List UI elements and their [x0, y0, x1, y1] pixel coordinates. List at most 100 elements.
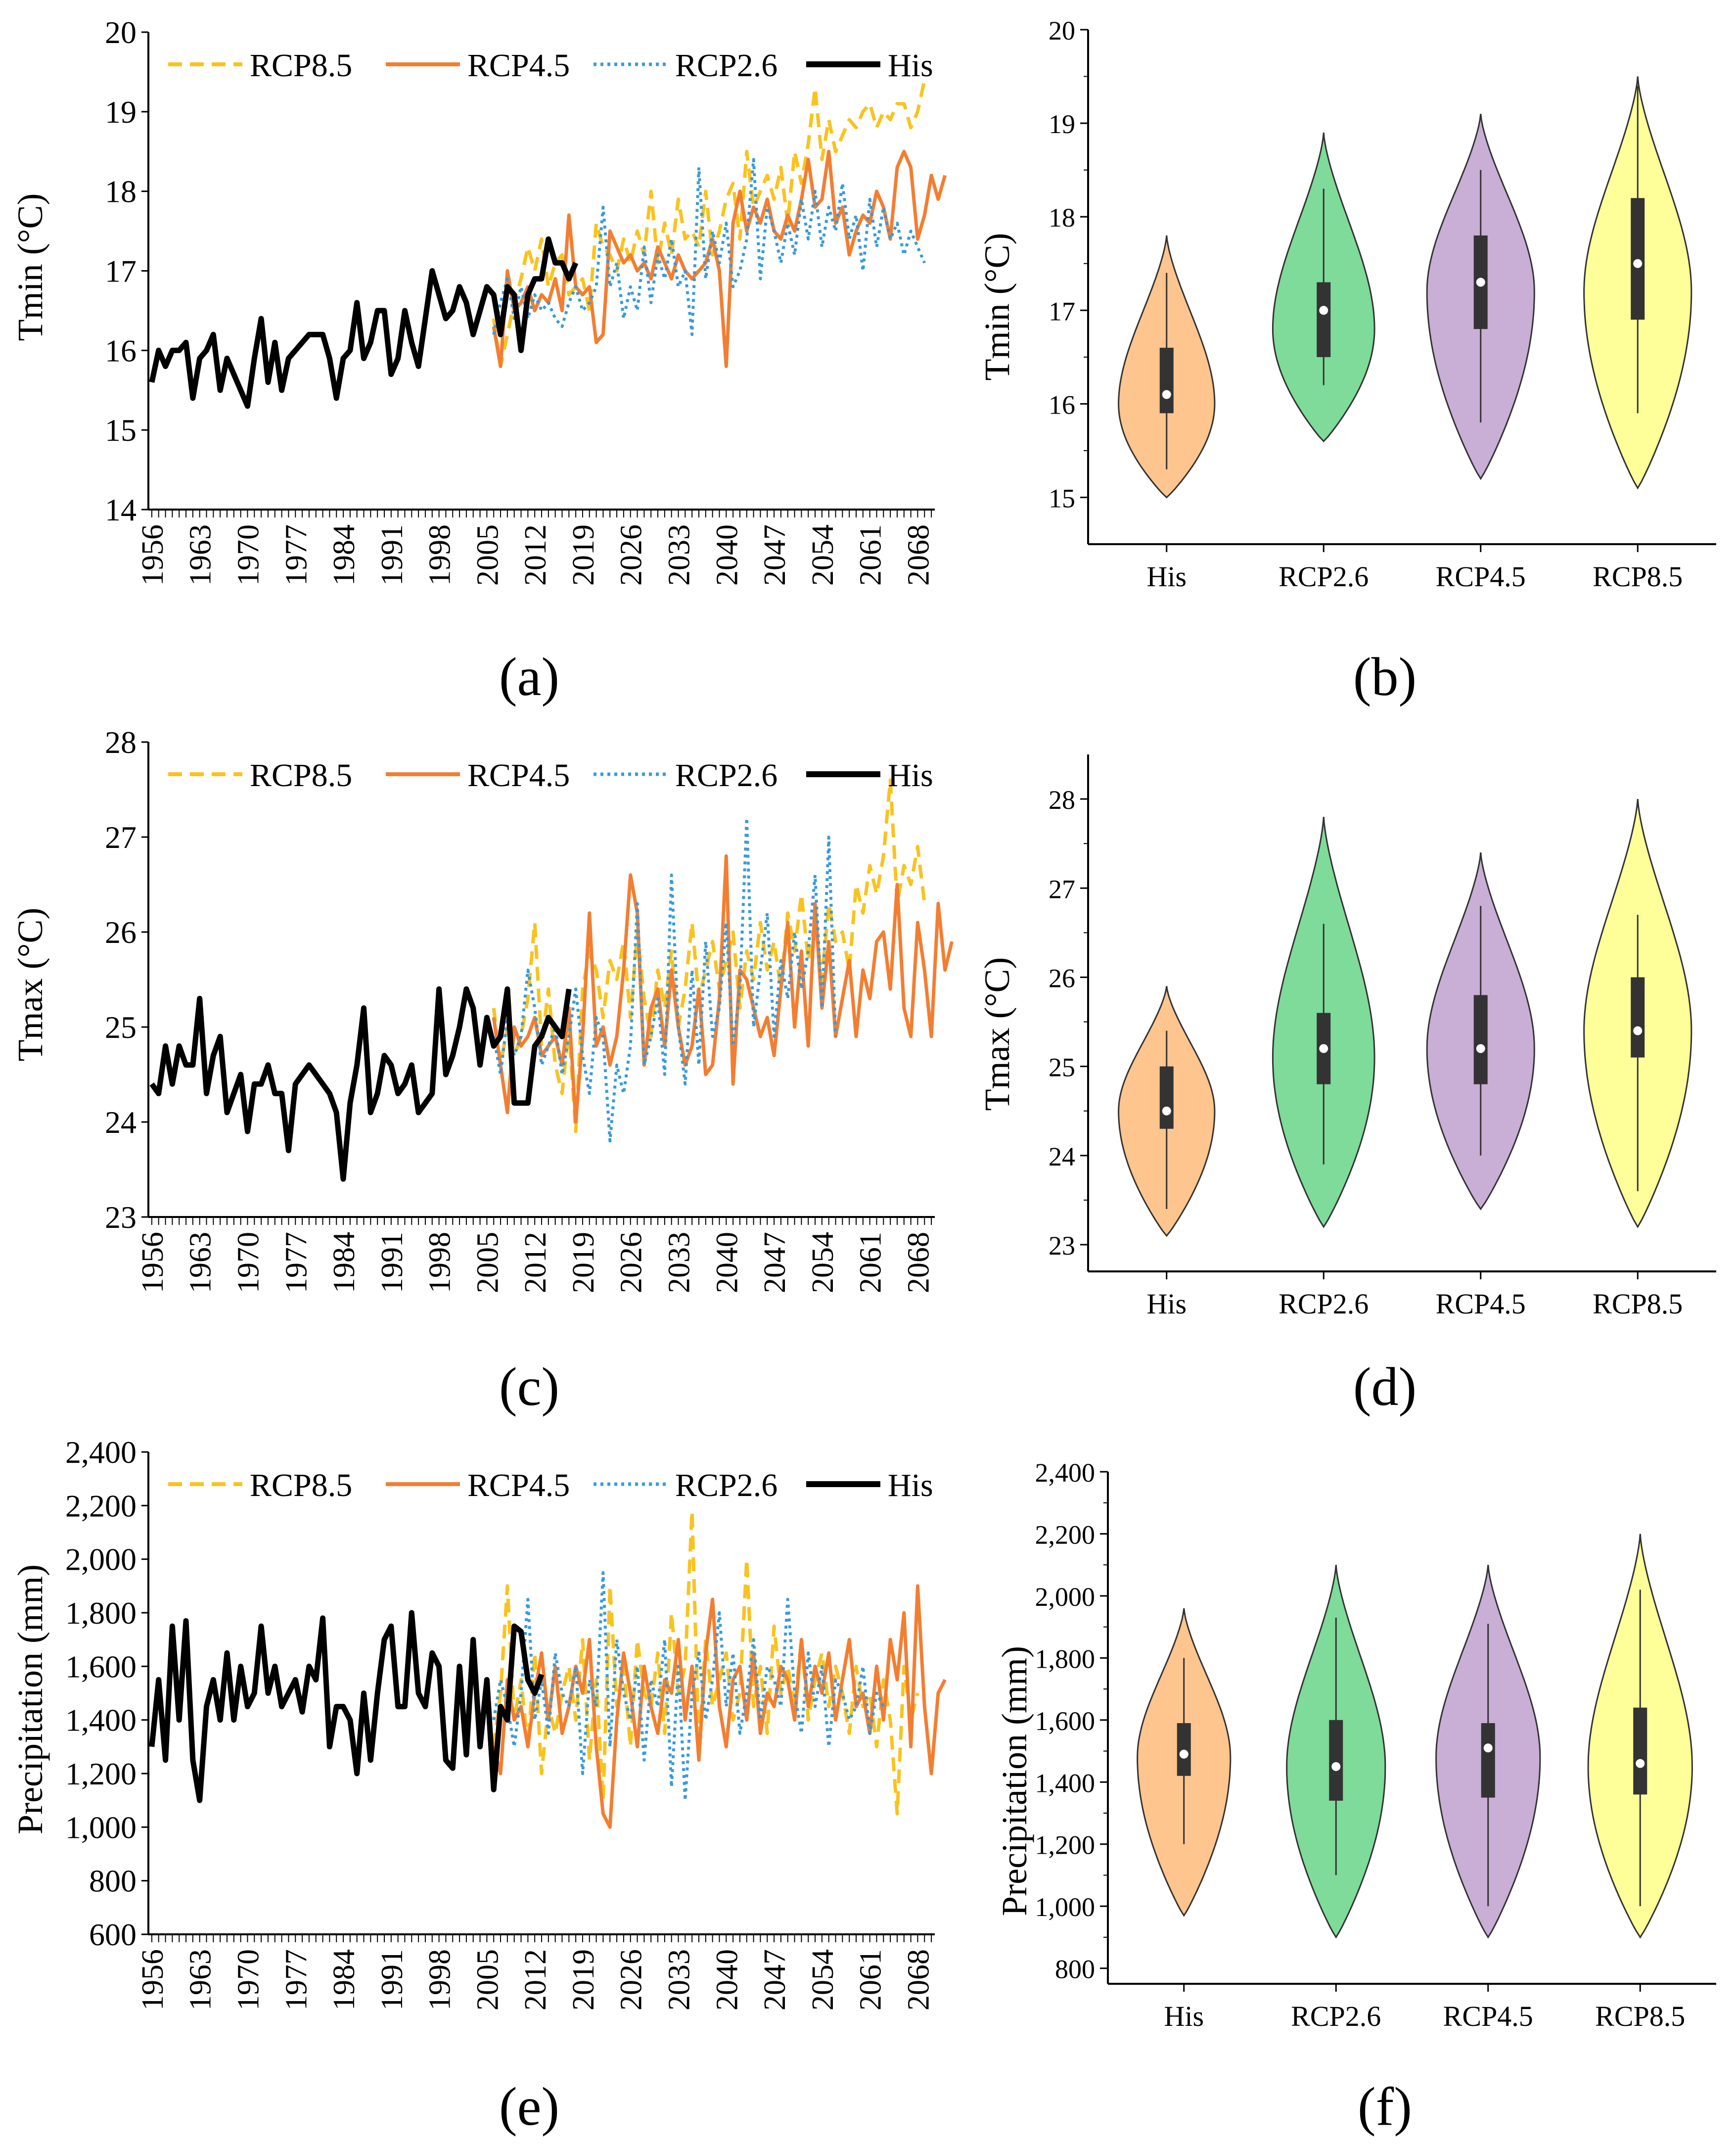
panel-f-precip-violins: 800 1,000 1,200 1,400 1,600 1,800 2,000 2,200 2,… [995, 1458, 1716, 2137]
legend-label: RCP2.6 [675, 757, 777, 794]
y-tick-label: 26 [105, 915, 137, 950]
series-line-rcp26 [492, 158, 926, 336]
x-tick-label: 2068 [902, 1949, 935, 2011]
x-tick-label: 1991 [375, 1949, 409, 2011]
x-tick-label: 2012 [519, 1232, 552, 1293]
x-tick-label: 2012 [519, 524, 552, 586]
legend-label: His [888, 47, 933, 84]
violin-median-dot [1319, 1044, 1328, 1053]
x-tick-label: His [1164, 2000, 1204, 2032]
panel-a-tmin-lines: 14 15 16 17 18 19 20 1956 1963 1970 1977 1984 1991 19… [10, 15, 947, 707]
series-line-rcp85 [492, 778, 926, 1133]
plot-area-d: 23 24 25 26 27 28 His RCP2.6 RCP4.5 RCP8.5 [1049, 754, 1716, 1320]
y-tick-label: 1,400 [65, 1703, 137, 1738]
x-tick-label: 1956 [136, 524, 170, 586]
x-tick-label: 2005 [471, 1232, 504, 1293]
y-tick-label: 15 [1049, 483, 1075, 513]
violin-median-dot [1162, 390, 1171, 399]
y-tick-label: 25 [105, 1010, 137, 1045]
violin-iqr-box [1633, 1707, 1647, 1795]
x-tick-label: 1984 [327, 524, 361, 586]
violin-median-dot [1633, 1026, 1643, 1035]
x-tick-label: 1963 [184, 1949, 218, 2011]
x-tick-label: 1998 [423, 1949, 457, 2011]
x-tick-label: 2061 [854, 524, 888, 586]
x-tick-label: 1963 [184, 524, 218, 586]
y-tick-label: 1,800 [1035, 1644, 1096, 1674]
x-tick-label: 2047 [758, 1949, 792, 2011]
panel-label-d: (d) [1353, 1357, 1416, 1417]
legend-label: RCP4.5 [467, 757, 570, 794]
x-tick-label: RCP8.5 [1593, 561, 1683, 593]
x-tick-label: 1984 [327, 1949, 361, 2011]
y-tick-label: 20 [1049, 16, 1075, 46]
legend-label: RCP2.6 [675, 1467, 777, 1503]
legend-label: His [888, 1467, 933, 1503]
y-tick-label: 1,000 [65, 1810, 137, 1845]
y-tick-label: 19 [105, 94, 137, 130]
violin-iqr-box [1159, 347, 1174, 414]
legend-label: RCP8.5 [250, 1467, 352, 1503]
ylabel-f: Precipitation (mm) [995, 1646, 1034, 1916]
x-tick-label: 2005 [471, 524, 504, 586]
x-tick-label: RCP8.5 [1593, 1288, 1683, 1320]
x-tick-label: 2033 [663, 1949, 696, 2011]
x-tick-label: 2019 [567, 1949, 600, 2011]
x-tick-label: His [1146, 561, 1187, 593]
ylabel-c: Tmax (°C) [10, 908, 50, 1062]
y-tick-label: 16 [105, 333, 137, 368]
violin-median-dot [1319, 306, 1328, 315]
y-tick-label: 2,200 [1035, 1520, 1096, 1549]
x-tick-label: 2047 [758, 524, 792, 586]
violin-iqr-box [1317, 282, 1331, 357]
ylabel-a: Tmin (°C) [10, 193, 50, 341]
plot-area-c: 23 24 25 26 27 28 1956 1963 1970 1977 1984 1991 1998… [105, 725, 954, 1293]
y-tick-label: 26 [1049, 963, 1075, 993]
x-tick-label: 2040 [710, 1949, 744, 2011]
y-tick-label: 1,600 [1035, 1706, 1096, 1736]
x-tick-label: RCP2.6 [1279, 561, 1369, 593]
x-tick-label: 1977 [279, 1232, 313, 1293]
y-tick-label: 24 [1049, 1142, 1075, 1171]
y-tick-label: 800 [1055, 1955, 1095, 1984]
violin-iqr-box [1159, 1066, 1174, 1129]
ylabel-b: Tmin (°C) [977, 233, 1017, 381]
x-tick-label: His [1146, 1288, 1187, 1320]
y-tick-label: 2,400 [1035, 1458, 1096, 1488]
panel-c-tmax-lines: 23 24 25 26 27 28 1956 1963 1970 1977 1984 1991 1998… [10, 725, 954, 1417]
y-tick-label: 17 [1049, 296, 1075, 326]
violin-median-dot [1476, 278, 1485, 287]
x-tick-label: 2033 [663, 1232, 696, 1293]
x-tick-label: 2040 [710, 1232, 744, 1293]
plot-area-f: 800 1,000 1,200 1,400 1,600 1,800 2,000 2,200 2,… [1035, 1458, 1716, 2032]
x-tick-label: 1970 [231, 1949, 265, 2011]
series-line-his [149, 986, 572, 1182]
violin-median-dot [1476, 1044, 1485, 1053]
y-tick-label: 20 [105, 15, 137, 50]
violin-iqr-box [1481, 1723, 1495, 1798]
panel-label-f: (f) [1358, 2076, 1412, 2137]
x-tick-label: 2005 [471, 1949, 504, 2011]
y-tick-label: 18 [105, 174, 137, 209]
violin-median-dot [1636, 1759, 1645, 1768]
plot-area-e: 600 800 1,000 1,200 1,400 1,600 1,800 2,000 2,20… [65, 1435, 947, 2011]
x-tick-label: 2019 [567, 1232, 600, 1293]
y-tick-label: 24 [105, 1105, 137, 1140]
x-tick-label: 1977 [279, 1949, 313, 2011]
y-tick-label: 1,200 [1035, 1830, 1096, 1860]
plot-area-a: 14 15 16 17 18 19 20 1956 1963 1970 1977 1984 1991 19… [105, 15, 947, 586]
violin-median-dot [1633, 259, 1643, 268]
series-line-rcp45 [492, 854, 954, 1124]
plot-area-b: 15 16 17 18 19 20 His RCP2.6 RCP4.5 RCP8.5 [1049, 16, 1716, 593]
x-tick-label: RCP2.6 [1279, 1288, 1369, 1320]
y-tick-label: 2,400 [65, 1435, 137, 1470]
violin-median-dot [1483, 1743, 1493, 1753]
y-tick-label: 28 [105, 725, 137, 760]
legend-label: His [888, 757, 933, 794]
x-tick-label: 2054 [806, 524, 840, 586]
x-tick-label: 2054 [806, 1232, 840, 1293]
violin-median-dot [1331, 1762, 1341, 1771]
series-line-his [149, 1610, 545, 1803]
y-tick-label: 1,400 [1035, 1768, 1096, 1798]
